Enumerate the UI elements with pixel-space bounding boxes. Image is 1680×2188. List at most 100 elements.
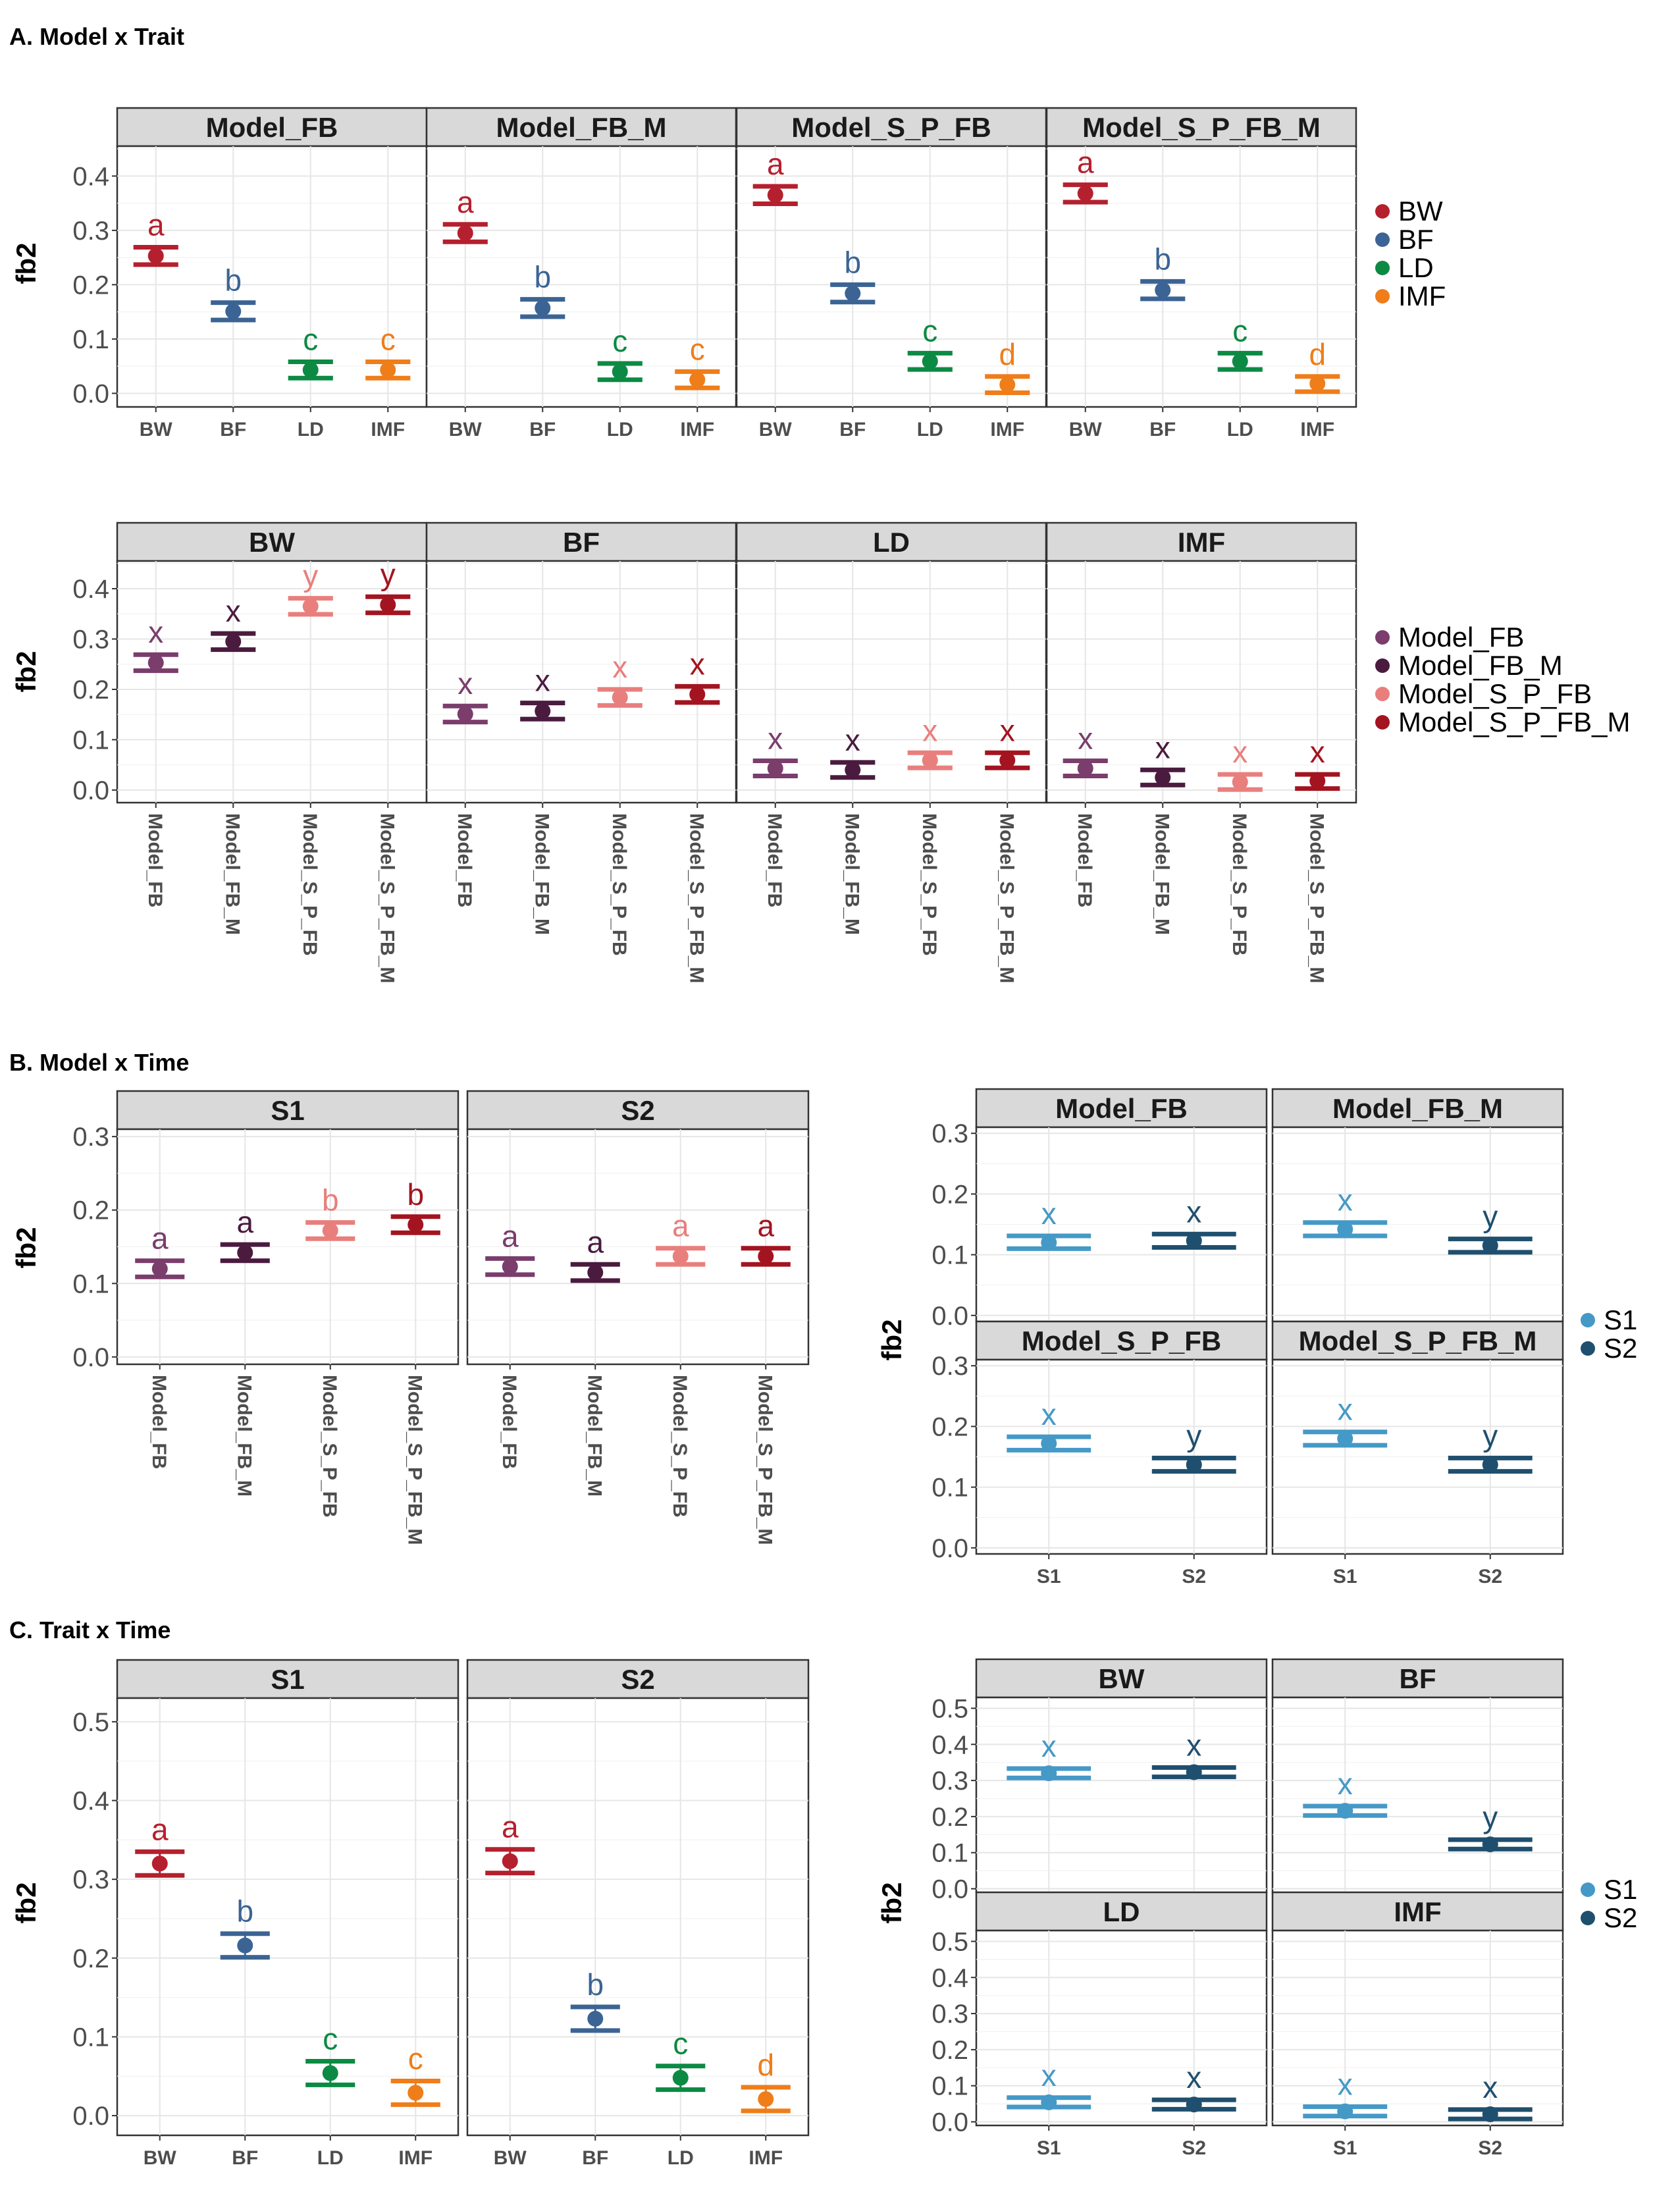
significance-letter: y <box>1186 1418 1201 1453</box>
data-point-model-s-p-fb-m: y <box>365 557 411 616</box>
data-point-ld: c <box>597 324 643 383</box>
data-point-bw: a <box>133 207 178 267</box>
point-marker <box>612 689 628 706</box>
panel-background <box>1045 145 1357 408</box>
significance-letter: x <box>1338 2067 1353 2101</box>
facet-strip <box>1271 1658 1564 1699</box>
data-point-s2: x <box>1151 1728 1236 1780</box>
x-tick-label: IMF <box>748 2147 783 2169</box>
point-marker <box>1337 1430 1353 1447</box>
x-tick-label: S1 <box>1037 1566 1061 1588</box>
significance-letter: x <box>1041 1729 1057 1763</box>
significance-letter: a <box>757 1209 774 1243</box>
significance-letter: y <box>1483 1200 1498 1234</box>
point-marker <box>1337 1221 1353 1237</box>
data-point-s1: x <box>1007 2058 1091 2110</box>
facet-strip-label: Model_S_P_FB_M <box>1299 1325 1537 1356</box>
x-tick-label: BF <box>220 419 246 440</box>
point-marker <box>758 1248 774 1265</box>
data-point-imf: c <box>675 332 720 390</box>
x-tick-label: Model_FB <box>764 813 785 907</box>
data-point-bf: b <box>830 245 876 305</box>
chart-2-facet-ld: LD Model_FB Model_FB_M Model_S_P_FB Model_S_… <box>735 521 1047 983</box>
data-point-ld: c <box>907 313 953 372</box>
x-tick-label: Model_S_P_FB <box>918 813 940 956</box>
point-marker <box>845 762 861 778</box>
y-axis-title: fb2 <box>11 1882 41 1924</box>
data-point-bf: b <box>211 263 256 323</box>
x-tick-label: Model_FB <box>454 813 475 907</box>
legend-key <box>1581 1911 1595 1925</box>
data-point-imf: c <box>365 323 411 381</box>
point-marker <box>407 2085 424 2101</box>
significance-letter: x <box>1310 735 1325 769</box>
x-tick-label: Model_FB <box>144 813 166 907</box>
legend-label: Model_FB_M <box>1398 650 1563 681</box>
panel-background <box>975 1696 1268 1894</box>
data-point-bw: a <box>442 185 488 244</box>
point-marker <box>1186 2096 1202 2113</box>
x-tick-label: IMF <box>398 2147 433 2169</box>
significance-letter: c <box>1232 313 1247 348</box>
significance-letter: a <box>151 1221 169 1256</box>
x-tick-label: Model_FB <box>148 1375 170 1469</box>
panel-background <box>975 1929 1268 2127</box>
section-title: C. Trait x Time <box>9 1616 171 1643</box>
significance-letter: y <box>381 557 396 591</box>
data-point-s1: x <box>1007 1196 1091 1251</box>
x-tick-label: Model_FB_M <box>841 813 862 935</box>
data-point-ld: c <box>305 2022 355 2087</box>
point-marker <box>457 706 473 722</box>
legend-label: S1 <box>1604 1874 1637 1905</box>
point-marker <box>1482 1836 1498 1853</box>
y-tick-label: 0.1 <box>932 1839 968 1868</box>
x-tick-label: IMF <box>990 419 1024 440</box>
significance-letter: x <box>1186 1728 1201 1762</box>
point-marker <box>1186 1233 1202 1249</box>
y-tick-label: 0.3 <box>72 1865 109 1894</box>
significance-letter: d <box>1309 337 1326 371</box>
significance-letter: x <box>1041 1397 1057 1431</box>
y-tick-label: 0.3 <box>72 626 109 654</box>
x-tick-label: Model_FB_M <box>221 813 243 935</box>
significance-letter: a <box>587 1225 604 1259</box>
chart-1-facet-model-s-p-fb: Model_S_P_FB BW BF LD IMF a b c d <box>735 107 1047 440</box>
significance-letter: x <box>1041 2058 1057 2093</box>
y-axis-title: fb2 <box>876 1882 907 1924</box>
chart-1-facet-model-s-p-fb-m: Model_S_P_FB_M BW BF LD IMF a b c d <box>1045 107 1357 440</box>
point-marker <box>1337 1803 1353 1819</box>
data-point-s2: x <box>1151 2060 1236 2113</box>
data-point-model-fb: a <box>135 1221 185 1279</box>
point-marker <box>1186 1764 1202 1780</box>
y-tick-label: 0.1 <box>72 2023 109 2052</box>
point-marker <box>237 1937 253 1954</box>
legend-label: Model_FB <box>1398 622 1524 653</box>
point-marker <box>322 2065 338 2081</box>
point-marker <box>380 597 396 613</box>
legend-label: IMF <box>1398 280 1446 311</box>
facet-strip <box>1271 1320 1564 1361</box>
data-point-model-fb: x <box>752 722 798 778</box>
x-tick-label: BF <box>232 2147 258 2169</box>
legend-key <box>1375 232 1390 247</box>
data-point-model-s-p-fb: x <box>597 650 643 708</box>
data-point-model-fb: a <box>485 1219 535 1277</box>
data-point-bw: a <box>1063 146 1108 205</box>
y-axis-title: fb2 <box>11 651 41 693</box>
legend-key <box>1375 658 1390 673</box>
y-tick-label: 0.3 <box>932 2000 968 2029</box>
facet-strip <box>116 1090 459 1131</box>
y-tick-label: 0.1 <box>932 1474 968 1503</box>
y-tick-label: 0.3 <box>932 1119 968 1148</box>
facet-strip <box>735 521 1047 562</box>
point-marker <box>672 2069 689 2086</box>
point-marker <box>672 1248 689 1265</box>
data-point-s2: y <box>1151 1418 1236 1474</box>
facet-strip-label: S2 <box>621 1664 654 1695</box>
significance-letter: x <box>612 650 627 684</box>
data-point-model-s-p-fb-m: a <box>741 1209 791 1267</box>
data-point-bf: b <box>220 1894 270 1960</box>
y-tick-label: 0.3 <box>932 1767 968 1796</box>
y-tick-label: 0.1 <box>932 2072 968 2101</box>
significance-letter: c <box>323 2022 338 2056</box>
